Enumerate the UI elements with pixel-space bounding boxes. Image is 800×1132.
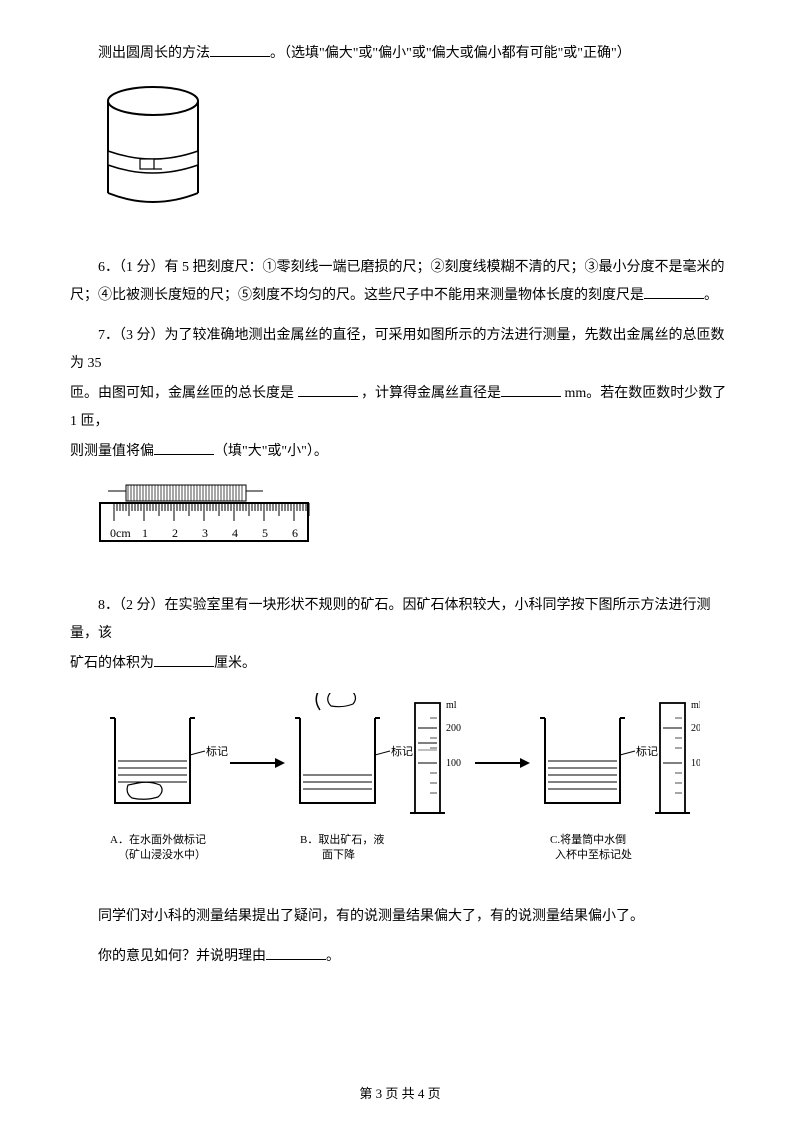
- discussion-line2: 你的意见如何？并说明理由 。: [70, 943, 730, 971]
- cylinder-svg: [98, 83, 228, 223]
- disc-l1: 同学们对小科的测量结果提出了疑问，有的说测量结果偏大了，有的说测量结果偏小了。: [98, 909, 644, 924]
- svg-text:1: 1: [142, 526, 148, 540]
- q7-blank3[interactable]: [154, 438, 214, 455]
- svg-text:3: 3: [202, 526, 208, 540]
- q8-l2b: 厘米。: [214, 656, 256, 671]
- svg-text:ml: ml: [446, 700, 457, 711]
- beaker-diagram: 标记 A．在水面外做标记 （矿山浸没水中） 标记 B．: [70, 693, 730, 883]
- q8-l2a: 矿石的体积为: [70, 656, 154, 671]
- q6-body: 6．（1 分）有 5 把刻度尺：①零刻线一端已磨损的尺；②刻度线模糊不清的尺；③…: [70, 260, 725, 303]
- q5-pre: 测出圆周长的方法: [98, 46, 210, 61]
- svg-text:200: 200: [446, 723, 461, 734]
- svg-text:面下降: 面下降: [322, 847, 355, 861]
- svg-text:100: 100: [446, 758, 461, 769]
- cylinder-figure: [98, 83, 730, 234]
- svg-text:标记: 标记: [391, 744, 413, 758]
- svg-text:200: 200: [691, 723, 700, 734]
- q5-post: 。（选填"偏大"或"偏小"或"偏大或偏小都有可能"或"正确"）: [270, 46, 631, 61]
- svg-text:6: 6: [292, 526, 298, 540]
- q7-line3: 则测量值将偏 （填"大"或"小"）。: [70, 438, 730, 466]
- q8-line2: 矿石的体积为 厘米。: [70, 650, 730, 678]
- ruler-figure: 0cm 1 2 3 4 5 6: [98, 481, 730, 572]
- q8-l1a: 8．（2 分）在实验室里有一块形状不规则的矿石。因矿石体积较大，小科同学按下图所…: [70, 598, 711, 641]
- page-footer: 第 3 页 共 4 页: [0, 1081, 800, 1107]
- disc-l2a: 你的意见如何？并说明理由: [98, 949, 266, 964]
- q5-blank[interactable]: [210, 40, 270, 57]
- disc-blank[interactable]: [266, 943, 326, 960]
- svg-text:标记: 标记: [206, 744, 228, 758]
- q7-l3b: （填"大"或"小"）。: [214, 444, 328, 459]
- q7-l2a: 匝。由图可知，金属丝匝的总长度是: [70, 386, 298, 401]
- q7-blank2[interactable]: [501, 380, 561, 397]
- discussion-line1: 同学们对小科的测量结果提出了疑问，有的说测量结果偏大了，有的说测量结果偏小了。: [70, 903, 730, 931]
- q7-line2: 匝。由图可知，金属丝匝的总长度是 ，计算得金属丝直径是 mm。若在数匝数时少数了…: [70, 380, 730, 436]
- svg-text:0cm: 0cm: [110, 526, 131, 540]
- q7-l2b: ，计算得金属丝直径是: [358, 386, 502, 401]
- disc-l2b: 。: [326, 949, 340, 964]
- q6-blank[interactable]: [644, 282, 704, 299]
- beaker-svg: 标记 A．在水面外做标记 （矿山浸没水中） 标记 B．: [100, 693, 700, 883]
- ruler-svg: 0cm 1 2 3 4 5 6: [98, 481, 318, 561]
- q8-line1: 8．（2 分）在实验室里有一块形状不规则的矿石。因矿石体积较大，小科同学按下图所…: [70, 592, 730, 648]
- q8-blank[interactable]: [154, 650, 214, 667]
- q7-blank1[interactable]: [298, 380, 358, 397]
- svg-text:入杯中至标记处: 入杯中至标记处: [555, 847, 632, 861]
- q7-l3a: 则测量值将偏: [70, 444, 154, 459]
- svg-text:标记: 标记: [636, 744, 658, 758]
- svg-text:C.将量筒中水倒: C.将量筒中水倒: [550, 832, 626, 846]
- svg-text:100: 100: [691, 758, 700, 769]
- svg-text:A．在水面外做标记: A．在水面外做标记: [110, 832, 206, 846]
- svg-text:5: 5: [262, 526, 268, 540]
- q6-text: 6．（1 分）有 5 把刻度尺：①零刻线一端已磨损的尺；②刻度线模糊不清的尺；③…: [70, 254, 730, 310]
- q5-tail-text: 测出圆周长的方法 。（选填"偏大"或"偏小"或"偏大或偏小都有可能"或"正确"）: [70, 40, 730, 68]
- svg-text:2: 2: [172, 526, 178, 540]
- svg-text:B．取出矿石，液: B．取出矿石，液: [300, 832, 384, 846]
- svg-text:ml: ml: [691, 700, 700, 711]
- q7-text: 7．（3 分）为了较准确地测出金属丝的直径，可采用如图所示的方法进行测量，先数出…: [70, 322, 730, 378]
- footer-text: 第 3 页 共 4 页: [359, 1086, 440, 1101]
- q7-l1a: 7．（3 分）为了较准确地测出金属丝的直径，可采用如图所示的方法进行测量，先数出…: [70, 328, 725, 371]
- q6-end: 。: [704, 288, 718, 303]
- svg-text:（矿山浸没水中）: （矿山浸没水中）: [118, 848, 206, 861]
- svg-text:4: 4: [232, 526, 238, 540]
